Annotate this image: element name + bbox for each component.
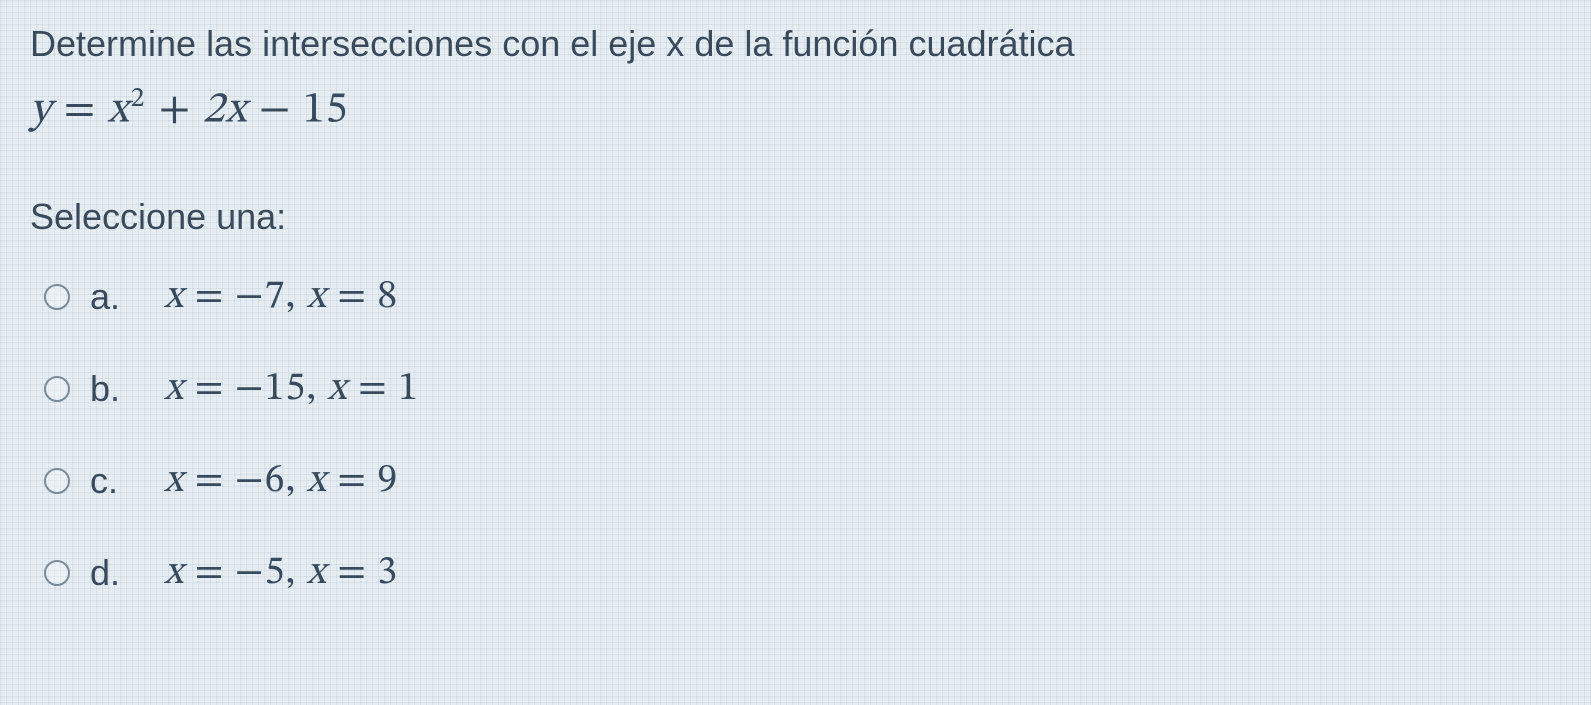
option-a[interactable]: a. x = −7, x = 8	[44, 272, 1561, 322]
option-math: x = −6, x = 9	[164, 456, 398, 506]
eq-term2: 2x	[203, 88, 248, 132]
radio-c[interactable]	[44, 468, 70, 494]
eq-plus: +	[159, 88, 192, 132]
eq-minus: −	[259, 88, 292, 132]
option-letter: d.	[90, 552, 144, 594]
option-letter: b.	[90, 368, 144, 410]
question-equation: y = x2 + 2x − 15	[30, 83, 1561, 139]
radio-d[interactable]	[44, 560, 70, 586]
option-c[interactable]: c. x = −6, x = 9	[44, 456, 1561, 506]
eq-lhs: y	[30, 88, 52, 132]
option-math: x = −7, x = 8	[164, 272, 398, 322]
option-b[interactable]: b. x = −15, x = 1	[44, 364, 1561, 414]
eq-term3: 15	[303, 88, 349, 132]
option-letter: c.	[90, 460, 144, 502]
option-math: x = −5, x = 3	[164, 548, 398, 598]
option-d[interactable]: d. x = −5, x = 3	[44, 548, 1561, 598]
radio-b[interactable]	[44, 376, 70, 402]
options-group: a. x = −7, x = 8 b. x = −15, x = 1 c. x …	[30, 272, 1561, 598]
option-math: x = −15, x = 1	[164, 364, 419, 414]
radio-a[interactable]	[44, 284, 70, 310]
select-prompt: Seleccione una:	[30, 196, 1561, 238]
eq-sign: =	[64, 88, 97, 132]
eq-term1-base: x	[108, 88, 130, 132]
eq-term1-exp: 2	[131, 86, 146, 113]
option-letter: a.	[90, 276, 144, 318]
question-stem: Determine las intersecciones con el eje …	[30, 20, 1561, 69]
